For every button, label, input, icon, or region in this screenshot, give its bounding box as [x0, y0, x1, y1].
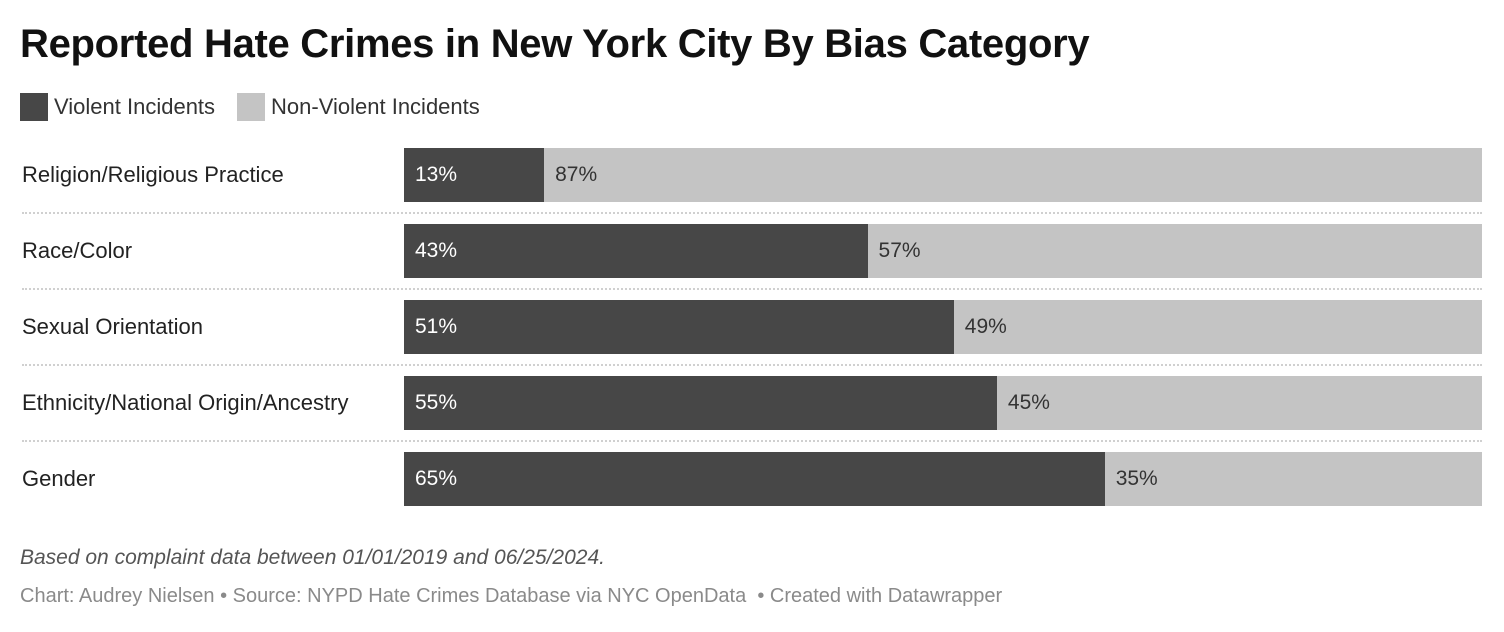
data-label-non-violent-incidents-ethnicity-national-origin-ancestry: 45%	[1007, 391, 1050, 414]
data-label-violent-incidents-religion-religious-practice: 13%	[415, 163, 458, 186]
bar-non-violent-incidents-gender	[1104, 452, 1482, 506]
row-divider	[22, 212, 1482, 214]
legend-swatch-violent	[20, 93, 48, 121]
bar-violent-incidents-religion-religious-practice	[404, 148, 545, 202]
chart-note: Based on complaint data between 01/01/20…	[20, 546, 605, 569]
data-label-violent-incidents-sexual-orientation: 51%	[415, 315, 458, 338]
chart-title: Reported Hate Crimes in New York City By…	[20, 22, 1090, 66]
bar-non-violent-incidents-religion-religious-practice	[544, 148, 1482, 202]
category-label-gender: Gender	[22, 466, 96, 491]
bar-violent-incidents-sexual-orientation	[404, 300, 954, 354]
legend: Violent Incidents Non-Violent Incidents	[20, 92, 502, 122]
legend-label-non-violent: Non-Violent Incidents	[271, 94, 480, 119]
row-divider	[22, 364, 1482, 366]
bar-violent-incidents-race-color	[404, 224, 868, 278]
data-label-non-violent-incidents-gender: 35%	[1115, 467, 1158, 490]
legend-swatch-non-violent	[237, 93, 266, 121]
bar-violent-incidents-ethnicity-national-origin-ancestry	[404, 376, 997, 430]
category-label-sexual-orientation: Sexual Orientation	[22, 314, 203, 339]
bar-non-violent-incidents-ethnicity-national-origin-ancestry	[996, 376, 1482, 430]
legend-item-non-violent: Non-Violent Incidents	[237, 93, 480, 121]
legend-item-violent: Violent Incidents	[20, 93, 215, 121]
data-label-non-violent-incidents-race-color: 57%	[878, 239, 921, 262]
category-label-race-color: Race/Color	[22, 238, 133, 263]
row-divider	[22, 288, 1482, 290]
chart-credits: Chart: Audrey Nielsen • Source: NYPD Hat…	[20, 585, 1003, 607]
data-label-non-violent-incidents-sexual-orientation: 49%	[964, 315, 1007, 338]
category-label-religion-religious-practice: Religion/Religious Practice	[22, 162, 284, 187]
data-label-non-violent-incidents-religion-religious-practice: 87%	[555, 163, 598, 186]
legend-label-violent: Violent Incidents	[54, 94, 216, 119]
data-label-violent-incidents-gender: 65%	[415, 467, 458, 490]
data-label-violent-incidents-ethnicity-national-origin-ancestry: 55%	[415, 391, 458, 414]
bar-violent-incidents-gender	[404, 452, 1105, 506]
data-label-violent-incidents-race-color: 43%	[415, 239, 458, 262]
bar-non-violent-incidents-sexual-orientation	[953, 300, 1482, 354]
row-divider	[22, 440, 1482, 442]
category-label-ethnicity-national-origin-ancestry: Ethnicity/National Origin/Ancestry	[22, 390, 349, 415]
bar-non-violent-incidents-race-color	[867, 224, 1482, 278]
